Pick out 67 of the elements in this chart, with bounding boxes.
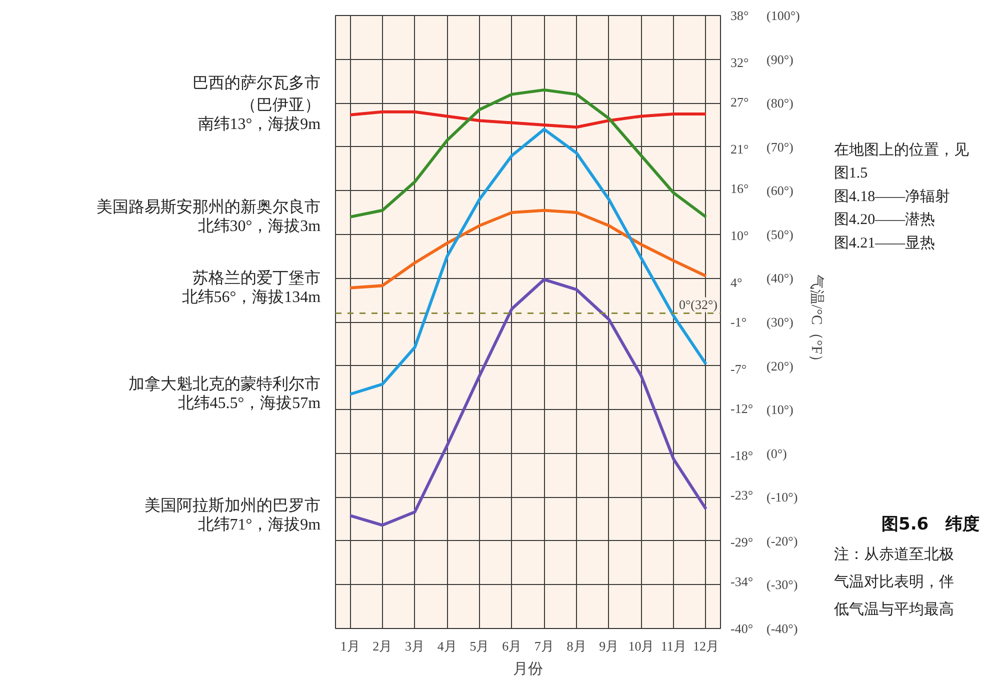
x-tick-label: 7月	[534, 638, 554, 654]
line-series	[348, 110, 708, 129]
series-label: 苏格兰的爱丁堡市	[192, 268, 321, 287]
y2-tick-label: -1°	[730, 314, 747, 330]
line-series	[348, 88, 708, 218]
text: 低气温与平均最高	[834, 601, 954, 618]
y-tick-label: (-10°)	[766, 490, 798, 505]
annotation: 北纬56°，海拔134m	[182, 288, 322, 306]
x-tick-label: 6月	[502, 638, 522, 654]
y-tick-label: (70°)	[766, 139, 794, 154]
x-tick-label: 8月	[566, 638, 586, 654]
y2-tick-label: -34°	[730, 574, 754, 589]
y2-tick-label: 32°	[730, 55, 749, 70]
y-tick-label: (100°)	[766, 8, 800, 23]
x-tick-label: 5月	[470, 638, 490, 654]
line-series	[348, 208, 708, 290]
y2-tick-label: 21°	[730, 142, 749, 157]
x-tick-label: 9月	[599, 638, 619, 654]
x-tick-label: 10月	[628, 638, 654, 654]
text: 注：从赤道至北极	[834, 546, 954, 563]
annotation: 北纬30°，海拔3m	[198, 216, 322, 235]
y2-tick-label: -12°	[730, 400, 754, 416]
y-tick-label: (30°)	[766, 314, 794, 330]
x-tick-label: 1月	[340, 638, 360, 654]
y-tick-label: (-20°)	[766, 533, 798, 548]
y2-tick-label: 16°	[730, 180, 749, 196]
y2-tick-label: -7°	[730, 362, 747, 377]
y2-tick-label: -23°	[730, 487, 754, 502]
x-tick-label: 3月	[405, 638, 425, 654]
y-tick-label: (10°)	[766, 402, 794, 418]
y-tick-label: (80°)	[766, 96, 794, 111]
series-label: 加拿大魁北克的蒙特利尔市	[128, 375, 321, 394]
x-tick-label: 2月	[372, 638, 392, 654]
annotation: 南纬13°，海拔9m	[198, 114, 322, 133]
caption: 图1.5	[834, 166, 868, 182]
text: 气温对比表明，伴	[834, 574, 954, 591]
y2-tick-label: -40°	[730, 621, 754, 636]
x-tick-label: 12月	[692, 638, 719, 654]
series-label: 美国阿拉斯加州的巴罗市	[144, 496, 321, 515]
y2-tick-label: -18°	[730, 448, 754, 464]
y-tick-label: (-30°)	[766, 577, 798, 592]
y2-tick-label: 38°	[730, 8, 749, 23]
annotation: 北纬45.5°，海拔57m	[178, 394, 322, 412]
caption: 图4.18——净辐射	[834, 188, 950, 205]
x-axis-title: 月份	[513, 662, 543, 678]
text: 图5.6 纬度	[882, 514, 980, 534]
caption: 图4.21——显热	[834, 236, 936, 252]
y-tick-label: (0°)	[766, 446, 787, 461]
y2-tick-label: -29°	[730, 534, 754, 550]
y-tick-label: (40°)	[766, 270, 794, 286]
y2-tick-label: 4°	[730, 275, 742, 290]
annotation: 北纬71°，海拔9m	[198, 516, 322, 534]
y-tick-label: (50°)	[766, 226, 794, 242]
ref-line-label: 0°(32°)	[678, 297, 718, 312]
x-tick-label: 4月	[437, 638, 457, 654]
y-tick-label: (-40°)	[766, 621, 798, 636]
series-label: 巴西的萨尔瓦多市（巴伊亚）	[192, 74, 321, 114]
caption: 图4.20——潜热	[834, 211, 936, 228]
y-tick-label: (20°)	[766, 358, 794, 374]
y2-tick-label: 10°	[730, 228, 749, 244]
x-tick-label: 11月	[660, 638, 686, 654]
text: 在地图上的位置，见	[834, 141, 969, 158]
series-label: 美国路易斯安那州的新奥尔良市	[96, 198, 321, 216]
y-tick-label: (90°)	[766, 52, 794, 67]
y-tick-label: (60°)	[766, 183, 794, 198]
y-axis-title: 气温/°C（°F）	[808, 274, 825, 370]
y2-tick-label: 27°	[730, 94, 749, 110]
